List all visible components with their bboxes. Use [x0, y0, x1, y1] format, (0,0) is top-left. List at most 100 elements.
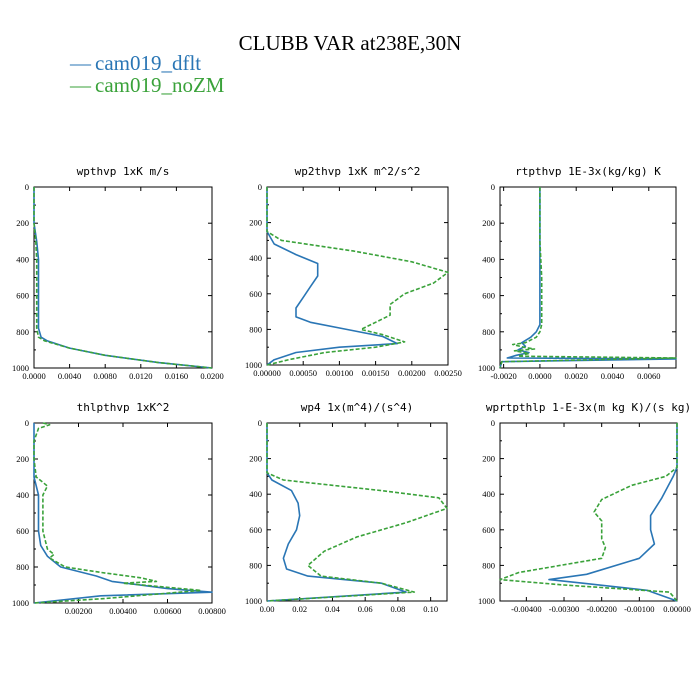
figure-title: CLUBB VAR at238E,30N — [239, 31, 462, 55]
x-tick-label: -0.0020 — [491, 371, 517, 381]
y-tick-label: 800 — [16, 327, 29, 337]
x-tick-label: -0.00300 — [549, 604, 579, 614]
x-tick-label: 0.10 — [423, 604, 438, 614]
panel-frame — [266, 422, 448, 602]
x-tick-label: 0.0080 — [94, 371, 117, 381]
x-tick-label: 0.02 — [292, 604, 307, 614]
y-tick-label: 800 — [249, 324, 262, 334]
panel-1: wp2thvp 1xK m^2/s^2020040060080010000.00… — [245, 165, 462, 378]
y-tick-label: 1000 — [12, 363, 29, 373]
y-tick-label: 800 — [482, 560, 495, 570]
panel-title: wp4 1x(m^4)/(s^4) — [301, 401, 414, 414]
panel-frame — [266, 186, 449, 366]
panel-title: wp2thvp 1xK m^2/s^2 — [295, 165, 421, 178]
y-tick-label: 600 — [249, 525, 262, 535]
y-tick-label: 200 — [249, 454, 262, 464]
x-tick-label: 0.00000 — [663, 604, 691, 614]
x-tick-label: 0.00050 — [289, 368, 317, 378]
series-line-dflt — [266, 423, 407, 602]
x-tick-label: 0.0160 — [165, 371, 188, 381]
legend-label-dflt: cam019_dflt — [95, 51, 201, 75]
y-tick-label: 0 — [491, 418, 495, 428]
panel-title: wpthvp 1xK m/s — [77, 165, 170, 178]
y-tick-label: 400 — [16, 490, 29, 500]
y-tick-label: 400 — [249, 489, 262, 499]
x-tick-label: 0.08 — [390, 604, 405, 614]
x-tick-label: -0.00200 — [586, 604, 616, 614]
panel-frame — [499, 186, 677, 369]
x-tick-label: -0.00400 — [511, 604, 541, 614]
x-tick-label: 0.0040 — [601, 371, 624, 381]
x-tick-label: 0.0200 — [200, 371, 223, 381]
panel-title: rtpthvp 1E-3x(kg/kg) K — [515, 165, 661, 178]
panel-2: rtpthvp 1E-3x(kg/kg) K 0 200 400 600 800 1000-… — [478, 165, 677, 381]
y-tick-label: 1000 — [245, 596, 262, 606]
y-tick-label: 600 — [482, 291, 495, 301]
x-tick-label: -0.00100 — [624, 604, 654, 614]
panel-title: wprtpthlp 1-E-3x(m kg K)/(s kg) — [486, 401, 691, 414]
y-tick-label: 400 — [16, 254, 29, 264]
x-tick-label: 0.00200 — [398, 368, 426, 378]
series-line-noZM — [266, 187, 449, 366]
y-tick-label: 800 — [249, 560, 262, 570]
x-tick-label: 0.00250 — [434, 368, 462, 378]
panel-frame — [33, 186, 213, 369]
y-tick-label: 1000 — [478, 363, 495, 373]
legend-label-noZM: cam019_noZM — [95, 73, 225, 97]
x-tick-label: 0.00600 — [154, 606, 182, 616]
y-tick-label: 200 — [482, 454, 495, 464]
y-tick-label: 1000 — [478, 596, 495, 606]
series-line-dflt — [33, 187, 213, 369]
x-tick-label: 0.0020 — [565, 371, 588, 381]
x-tick-label: 0.00200 — [65, 606, 93, 616]
y-tick-label: 200 — [16, 454, 29, 464]
y-tick-label: 400 — [482, 489, 495, 499]
y-tick-label: 0 — [491, 182, 495, 192]
panel-3: thlpthvp 1xK^2 0 200 400 600 800 1000 0.00200 0.… — [12, 401, 226, 616]
y-tick-label: 400 — [482, 254, 495, 264]
y-tick-label: 600 — [16, 526, 29, 536]
legend-swatch-noZM: — — [69, 73, 92, 97]
x-tick-label: 0.00400 — [109, 606, 137, 616]
y-tick-label: 0 — [25, 182, 29, 192]
legend-entry-noZM: — cam019_noZM — [69, 73, 225, 97]
series-line-noZM — [499, 187, 677, 369]
y-tick-label: 200 — [16, 218, 29, 228]
y-tick-label: 0 — [25, 418, 29, 428]
legend-entry-dflt: — cam019_dflt — [69, 51, 201, 75]
y-tick-label: 400 — [249, 253, 262, 263]
series-line-dflt — [266, 187, 399, 366]
x-tick-label: 0.0040 — [58, 371, 81, 381]
x-tick-label: 0.00100 — [326, 368, 354, 378]
x-tick-label: 0.00150 — [362, 368, 390, 378]
y-tick-label: 0 — [258, 182, 262, 192]
y-tick-label: 600 — [249, 289, 262, 299]
series-line-dflt — [548, 423, 678, 602]
y-tick-label: 600 — [16, 291, 29, 301]
x-tick-label: 0.00000 — [253, 368, 281, 378]
x-tick-label: 0.0120 — [129, 371, 152, 381]
x-tick-label: 0.04 — [325, 604, 341, 614]
y-tick-label: 800 — [16, 562, 29, 572]
legend-swatch-dflt: — — [69, 51, 92, 75]
x-tick-label: 0.0000 — [22, 371, 45, 381]
x-tick-label: 0.00800 — [198, 606, 226, 616]
x-tick-label: 0.00 — [260, 604, 275, 614]
x-tick-label: 0.0000 — [528, 371, 551, 381]
x-tick-label: 0.06 — [358, 604, 373, 614]
panel-5: wprtpthlp 1-E-3x(m kg K)/(s kg) 0 200 400 60… — [478, 401, 691, 614]
y-tick-label: 200 — [482, 218, 495, 228]
panel-title: thlpthvp 1xK^2 — [77, 401, 170, 414]
legend: — cam019_dflt — cam019_noZM — [69, 51, 225, 97]
y-tick-label: 1000 — [245, 360, 262, 370]
y-tick-label: 1000 — [12, 598, 29, 608]
y-tick-label: 800 — [482, 327, 495, 337]
y-tick-label: 600 — [482, 525, 495, 535]
y-tick-label: 200 — [249, 218, 262, 228]
series-line-noZM — [266, 423, 448, 602]
y-tick-label: 0 — [258, 418, 262, 428]
